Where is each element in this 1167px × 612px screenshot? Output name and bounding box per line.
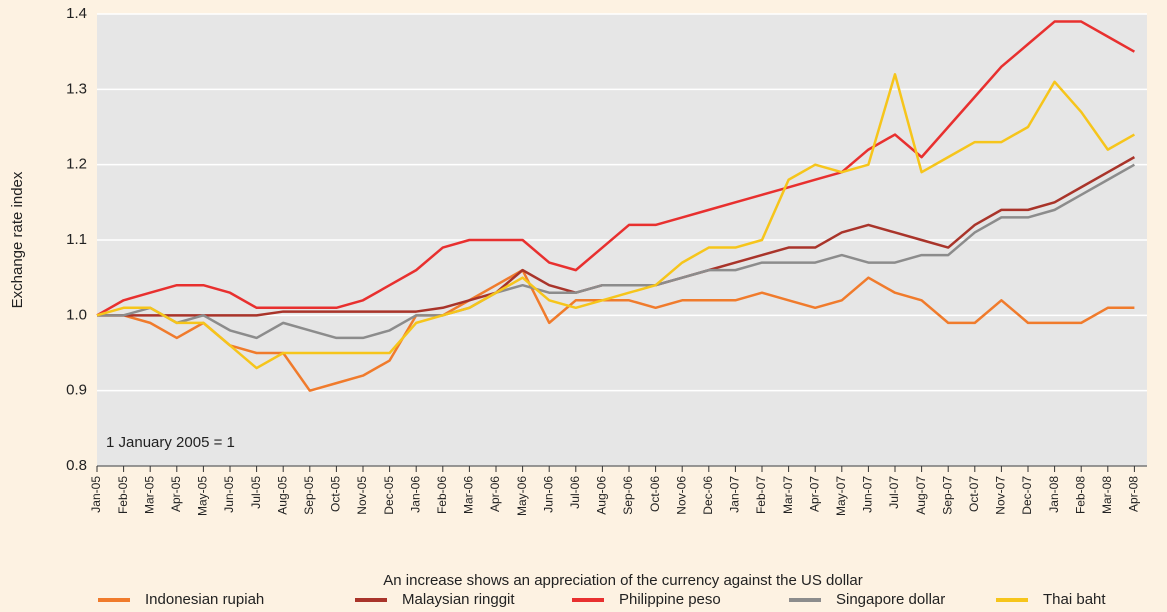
x-tick-label: Mar-05 bbox=[142, 476, 156, 514]
x-tick-label: Jan-05 bbox=[89, 476, 103, 513]
x-tick-label: Jun-07 bbox=[861, 476, 875, 513]
x-tick-label: Nov-07 bbox=[994, 476, 1008, 515]
x-tick-label: Dec-06 bbox=[701, 476, 715, 515]
x-tick-label: Sep-06 bbox=[621, 476, 635, 515]
y-tick-label: 1.2 bbox=[66, 156, 87, 173]
y-tick-label: 1.4 bbox=[66, 5, 87, 22]
x-tick-label: Jun-06 bbox=[541, 476, 555, 513]
x-tick-label: Dec-07 bbox=[1020, 476, 1034, 515]
x-tick-label: Apr-06 bbox=[488, 476, 502, 512]
series-line bbox=[96, 20, 1136, 317]
legend-label: Thai baht bbox=[1043, 591, 1106, 608]
y-tick-label: 0.8 bbox=[66, 457, 87, 474]
x-tick-label: Mar-08 bbox=[1100, 476, 1114, 514]
x-tick-label: Apr-07 bbox=[807, 476, 821, 512]
y-tick-label: 0.9 bbox=[66, 382, 87, 399]
x-tick-label: Oct-05 bbox=[329, 476, 343, 512]
x-tick-label: Jan-08 bbox=[1047, 476, 1061, 513]
x-tick-label: Oct-06 bbox=[648, 476, 662, 512]
series-line bbox=[96, 73, 1136, 370]
legend-label: Singapore dollar bbox=[836, 591, 945, 608]
x-tick-label: Feb-06 bbox=[435, 476, 449, 514]
x-tick-label: Nov-05 bbox=[355, 476, 369, 515]
x-tick-label: Aug-07 bbox=[914, 476, 928, 515]
x-tick-label: Mar-07 bbox=[781, 476, 795, 514]
x-tick-label: Jun-05 bbox=[222, 476, 236, 513]
x-tick-label: Sep-07 bbox=[940, 476, 954, 515]
x-tick-label: May-05 bbox=[196, 476, 210, 516]
annotation: 1 January 2005 = 1 bbox=[106, 434, 235, 451]
x-tick-label: Feb-07 bbox=[754, 476, 768, 514]
x-tick-label: Dec-05 bbox=[382, 476, 396, 515]
series-line bbox=[97, 163, 1136, 340]
x-tick-label: May-06 bbox=[515, 476, 529, 516]
x-tick-label: Jan-06 bbox=[408, 476, 422, 513]
x-tick-label: Jan-07 bbox=[728, 476, 742, 513]
x-axis-label: An increase shows an appreciation of the… bbox=[383, 572, 862, 589]
x-tick-label: Feb-05 bbox=[116, 476, 130, 514]
series-line bbox=[97, 268, 1135, 392]
x-tick-label: Sep-05 bbox=[302, 476, 316, 515]
x-tick-label: Feb-08 bbox=[1073, 476, 1087, 514]
x-tick-label: Jul-05 bbox=[249, 476, 263, 509]
y-tick-label: 1.0 bbox=[66, 306, 87, 323]
x-tick-label: Nov-06 bbox=[674, 476, 688, 515]
x-tick-label: Jul-06 bbox=[568, 476, 582, 509]
y-axis-label: Exchange rate index bbox=[9, 171, 26, 308]
y-tick-label: 1.1 bbox=[66, 231, 87, 248]
legend-label: Indonesian rupiah bbox=[145, 591, 264, 608]
legend-label: Malaysian ringgit bbox=[402, 591, 515, 608]
x-tick-label: Apr-05 bbox=[169, 476, 183, 512]
x-tick-label: Aug-06 bbox=[595, 476, 609, 515]
x-tick-label: Oct-07 bbox=[967, 476, 981, 512]
legend-label: Philippine peso bbox=[619, 591, 721, 608]
x-tick-label: Apr-08 bbox=[1127, 476, 1141, 512]
x-tick-label: Jul-07 bbox=[887, 476, 901, 509]
x-tick-label: May-07 bbox=[834, 476, 848, 516]
y-tick-label: 1.3 bbox=[66, 80, 87, 97]
x-tick-label: Mar-06 bbox=[462, 476, 476, 514]
x-tick-label: Aug-05 bbox=[275, 476, 289, 515]
